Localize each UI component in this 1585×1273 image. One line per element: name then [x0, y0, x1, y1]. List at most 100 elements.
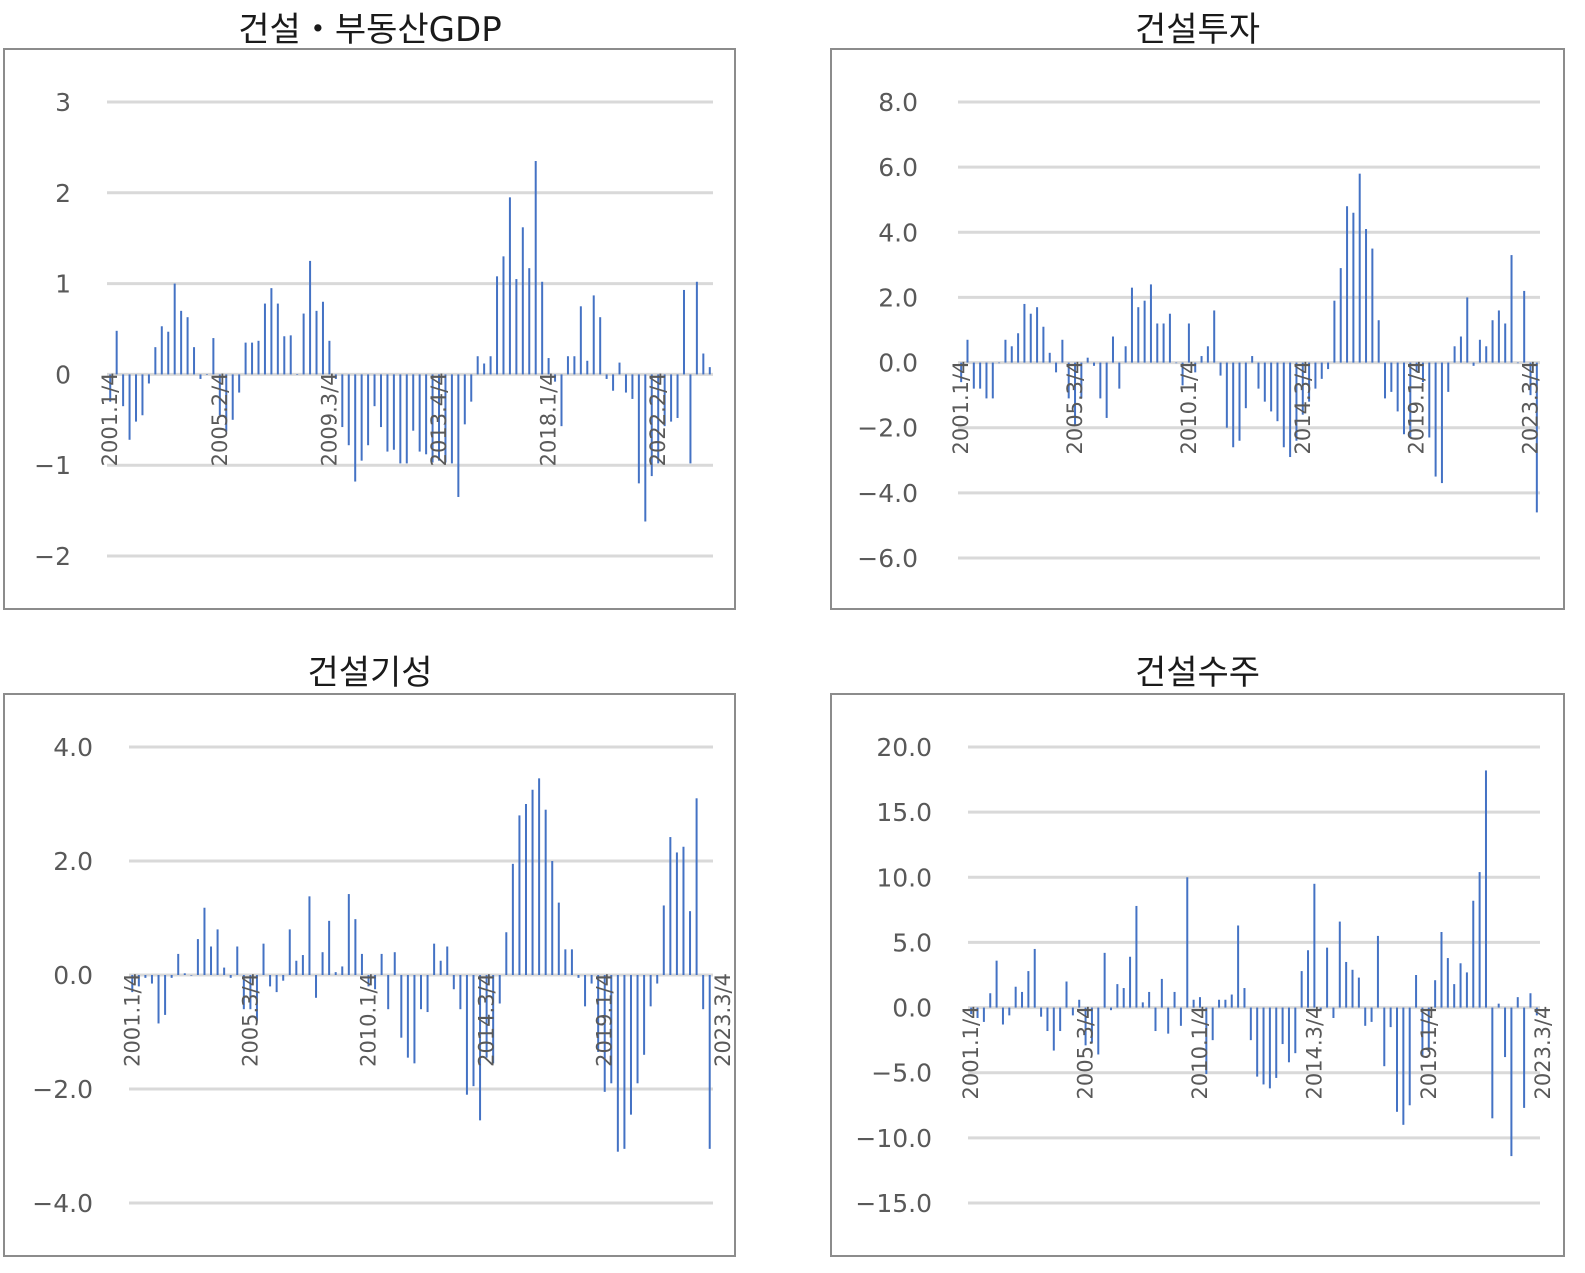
x-tick-label: 2014.3/4: [1302, 1006, 1326, 1100]
bar: [579, 306, 582, 375]
bar: [1333, 300, 1336, 363]
bar: [144, 975, 147, 978]
bar: [970, 1007, 973, 1015]
y-tick-label: 0.0: [892, 994, 932, 1023]
x-tick-label: 2010.1/4: [357, 973, 381, 1067]
bar: [1497, 310, 1500, 363]
bar: [663, 374, 666, 427]
bar: [1014, 986, 1017, 1008]
bar: [1179, 1007, 1182, 1026]
bar: [551, 861, 554, 975]
bar: [131, 975, 134, 993]
bar: [1465, 972, 1468, 1008]
y-tick-label: −1: [34, 451, 71, 480]
x-tick-label: 2019.1/4: [1405, 361, 1429, 455]
bar: [966, 339, 969, 363]
y-tick-label: 0.0: [53, 961, 93, 990]
bar: [597, 975, 600, 1052]
bar: [1415, 362, 1418, 373]
bar: [465, 975, 468, 1095]
bar: [354, 919, 357, 975]
bar: [1206, 346, 1209, 363]
bar: [1295, 362, 1298, 441]
bar: [1346, 206, 1349, 363]
bar: [616, 975, 619, 1152]
bar: [524, 804, 527, 975]
bar: [1084, 1007, 1087, 1046]
bar: [360, 953, 363, 975]
bar: [1383, 1007, 1386, 1067]
bar: [1384, 362, 1387, 399]
bar: [1042, 326, 1045, 363]
bar: [624, 374, 627, 393]
bar: [269, 975, 272, 987]
bar: [1211, 1007, 1214, 1041]
bar: [1339, 268, 1342, 363]
x-tick-label: 2023.3/4: [1519, 361, 1543, 455]
bar: [1351, 969, 1354, 1008]
bar: [1110, 1007, 1112, 1011]
bar: [1192, 999, 1195, 1008]
bar: [242, 975, 245, 1010]
bar: [675, 852, 678, 975]
bar: [1059, 1007, 1062, 1032]
bar: [1173, 991, 1176, 1008]
x-tick-label: 2005.3/4: [238, 973, 262, 1067]
chart-title-orders: 건설수주: [1134, 653, 1261, 693]
bar: [1440, 362, 1443, 484]
bar: [1103, 952, 1106, 1008]
bar: [387, 975, 390, 1010]
bar: [1023, 303, 1026, 363]
bar: [566, 356, 569, 375]
x-tick-label: 2010.1/4: [1177, 361, 1201, 455]
y-tick-label: 20.0: [876, 733, 932, 762]
bar: [154, 347, 157, 375]
bar: [489, 356, 492, 375]
bar: [1320, 362, 1323, 379]
bar: [544, 809, 547, 975]
bar: [1377, 320, 1380, 363]
bar: [1194, 362, 1197, 373]
bar: [283, 336, 286, 375]
bar: [193, 347, 196, 375]
bar: [603, 975, 606, 1092]
bar: [1428, 362, 1431, 438]
bar: [612, 374, 615, 391]
bar: [1148, 991, 1151, 1008]
bar: [1510, 1007, 1513, 1157]
bar: [128, 374, 131, 440]
bar: [1396, 362, 1399, 412]
bar: [405, 374, 408, 464]
bar: [1230, 994, 1233, 1008]
bar: [656, 975, 659, 984]
bar: [1523, 1007, 1526, 1108]
bar: [1218, 999, 1221, 1008]
bar: [695, 798, 698, 975]
x-tick-label: 2019.1/4: [1417, 1006, 1441, 1100]
bar: [476, 356, 479, 375]
bar: [1281, 1007, 1284, 1045]
bar: [1004, 339, 1007, 363]
x-tick-label: 2001.1/4: [98, 372, 122, 466]
bar: [321, 952, 324, 975]
bar: [150, 975, 153, 984]
bar: [505, 932, 508, 975]
y-tick-label: 0: [55, 360, 71, 389]
bar: [282, 975, 285, 981]
x-tick-label: 2023.3/4: [1531, 1006, 1555, 1100]
x-tick-label: 2014.3/4: [475, 973, 499, 1067]
x-tick-label: 2013.4/4: [427, 372, 451, 466]
bar: [1282, 362, 1285, 448]
bar: [1472, 900, 1475, 1008]
bar: [1427, 1007, 1430, 1052]
bar: [1510, 255, 1513, 363]
bar: [1263, 362, 1266, 402]
bar: [1243, 988, 1246, 1008]
bar: [295, 960, 298, 975]
bar: [982, 1007, 985, 1022]
bar: [1504, 1007, 1507, 1058]
bar: [1491, 320, 1494, 363]
bar: [1186, 877, 1189, 1008]
bar: [515, 279, 518, 375]
bar: [1052, 1007, 1055, 1051]
